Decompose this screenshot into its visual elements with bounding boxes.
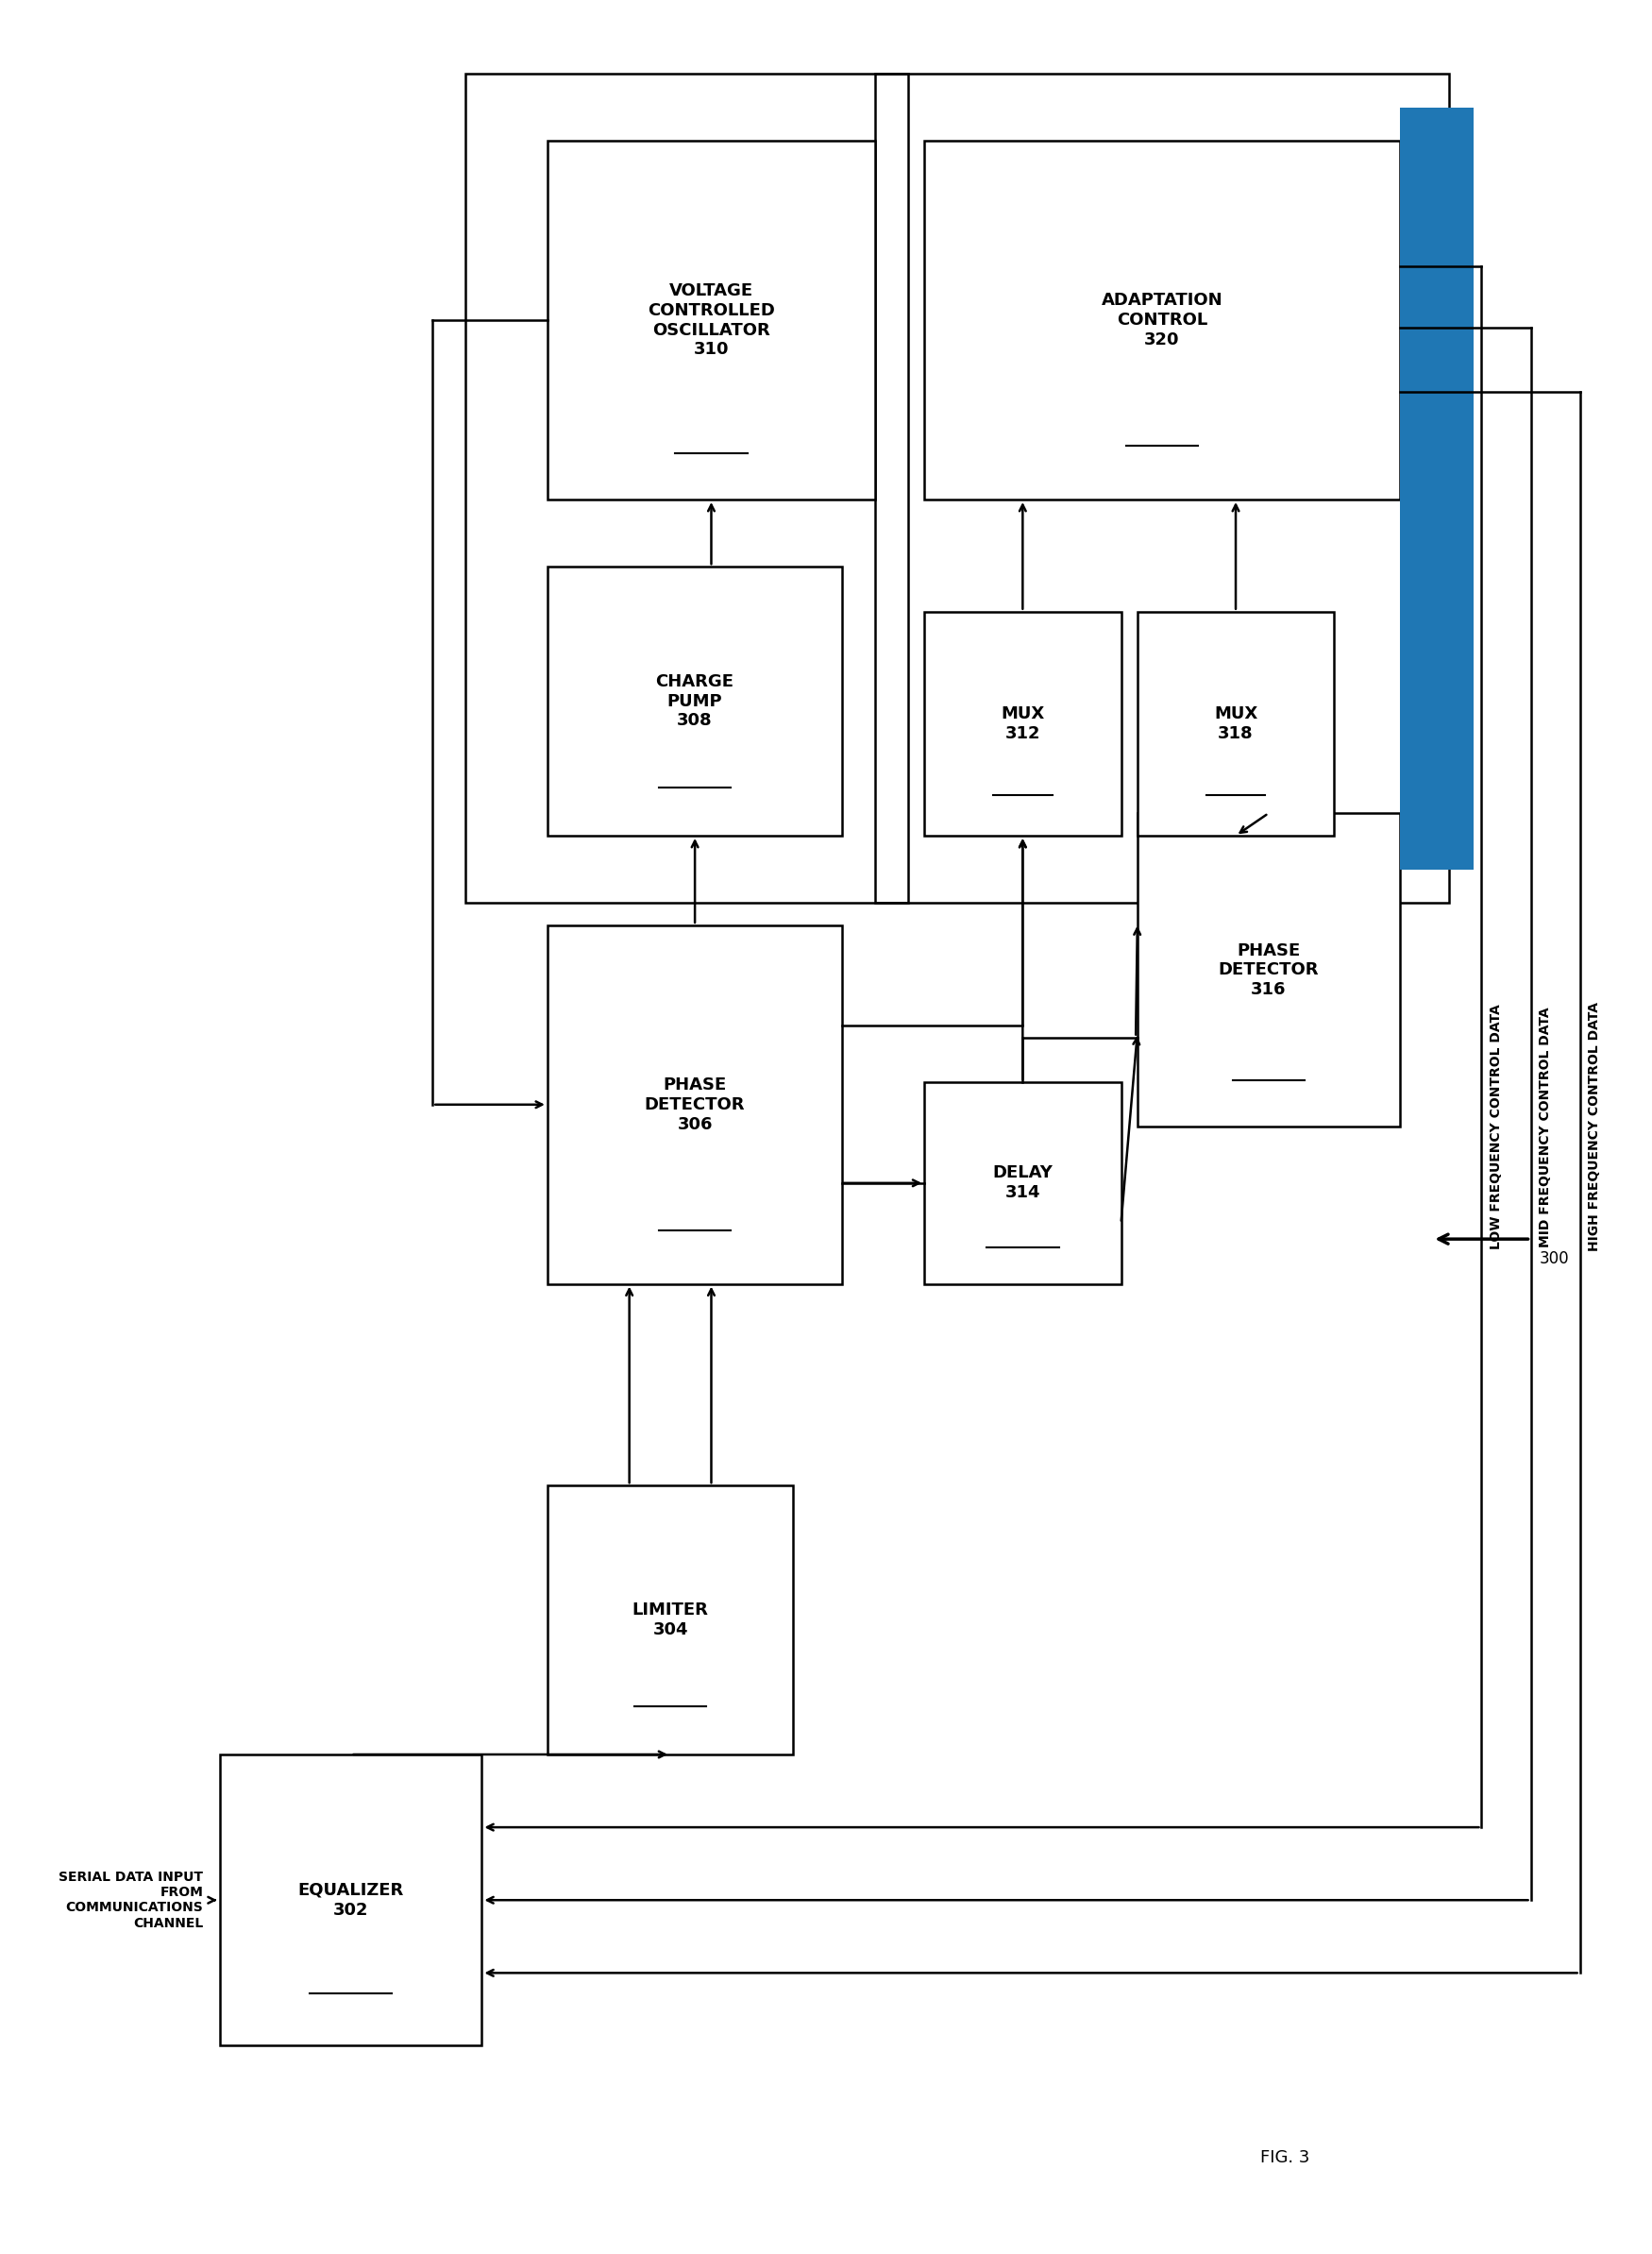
Bar: [876, 74, 1449, 904]
Text: LOW FREQUENCY CONTROL DATA: LOW FREQUENCY CONTROL DATA: [1490, 1005, 1503, 1249]
Bar: [466, 74, 909, 904]
Text: CHARGE
PUMP
308: CHARGE PUMP 308: [656, 674, 733, 730]
Bar: [547, 1485, 793, 1754]
Text: SERIAL DATA INPUT
FROM
COMMUNICATIONS
CHANNEL: SERIAL DATA INPUT FROM COMMUNICATIONS CH…: [59, 1871, 203, 1929]
Text: FIG. 3: FIG. 3: [1260, 2150, 1310, 2166]
Bar: [547, 142, 876, 500]
Text: LIMITER
304: LIMITER 304: [633, 1603, 709, 1639]
Bar: [1137, 814, 1399, 1127]
Text: VOLTAGE
CONTROLLED
OSCILLATOR
310: VOLTAGE CONTROLLED OSCILLATOR 310: [648, 282, 775, 358]
Text: PHASE
DETECTOR
316: PHASE DETECTOR 316: [1218, 942, 1318, 999]
Text: ADAPTATION
CONTROL
320: ADAPTATION CONTROL 320: [1102, 293, 1222, 349]
Text: EQUALIZER
302: EQUALIZER 302: [297, 1882, 403, 1918]
Text: MID FREQUENCY CONTROL DATA: MID FREQUENCY CONTROL DATA: [1540, 1008, 1553, 1246]
Bar: [1137, 611, 1335, 836]
Text: MUX
318: MUX 318: [1214, 706, 1257, 742]
Text: HIGH FREQUENCY CONTROL DATA: HIGH FREQUENCY CONTROL DATA: [1588, 1003, 1601, 1251]
Bar: [925, 611, 1122, 836]
Text: 300: 300: [1540, 1251, 1569, 1267]
Bar: [925, 142, 1399, 500]
Text: DELAY
314: DELAY 314: [993, 1165, 1052, 1201]
Text: MUX
312: MUX 312: [1001, 706, 1044, 742]
Bar: [547, 926, 843, 1285]
Bar: [547, 566, 843, 836]
Bar: [925, 1082, 1122, 1285]
Bar: [1399, 108, 1474, 870]
Bar: [220, 1754, 482, 2047]
Text: PHASE
DETECTOR
306: PHASE DETECTOR 306: [644, 1077, 745, 1134]
